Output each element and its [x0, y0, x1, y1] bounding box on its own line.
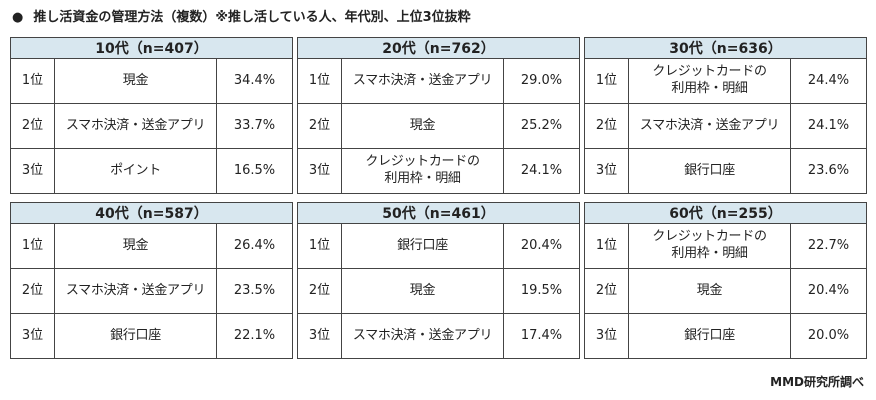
item-cell: 銀行口座 — [341, 223, 504, 269]
ranking-table: 10代（n=407） 1位 現金 34.4% 2位 スマホ決済・送金アプリ 33.7% 3位ポ… — [9, 37, 294, 194]
ranking-table: 30代（n=636） 1位 クレジットカードの 利用枠・明細 24.4% 2位 スマホ決済・… — [583, 37, 868, 194]
item-cell: 銀行口座 — [54, 313, 217, 359]
rank-cell: 3位 — [10, 313, 55, 359]
item-cell: 現金 — [54, 58, 217, 104]
rank-cell: 3位 — [297, 313, 342, 359]
table-row: 3位 クレジットカードの 利用枠・明細 24.1% — [297, 148, 581, 194]
percent-cell: 23.5% — [215, 268, 294, 314]
item-cell: 現金 — [54, 223, 217, 269]
table-row: 3位 スマホ決済・送金アプリ 17.4% — [297, 313, 581, 359]
table-row: 1位 現金 34.4% — [10, 58, 294, 104]
rank-cell: 2位 — [297, 268, 342, 314]
table-header: 40代（n=587） — [9, 202, 294, 224]
item-cell: 現金 — [341, 268, 504, 314]
ranking-table: 20代（n=762） 1位 スマホ決済・送金アプリ 29.0% 2位 現金 25.2% 3位ク… — [296, 37, 581, 194]
rank-cell: 1位 — [584, 58, 629, 104]
table-row: 2位 スマホ決済・送金アプリ 33.7% — [10, 103, 294, 149]
percent-cell: 16.5% — [215, 148, 294, 194]
item-cell: 銀行口座 — [628, 313, 791, 359]
percent-cell: 34.4% — [215, 58, 294, 104]
item-cell: スマホ決済・送金アプリ — [54, 103, 217, 149]
rank-cell: 1位 — [10, 223, 55, 269]
table-header: 50代（n=461） — [296, 202, 581, 224]
ranking-table: 40代（n=587） 1位 現金 26.4% 2位 スマホ決済・送金アプリ 23.5% 3位銀… — [9, 202, 294, 359]
table-row: 1位 銀行口座 20.4% — [297, 223, 581, 269]
rank-cell: 1位 — [297, 223, 342, 269]
percent-cell: 25.2% — [502, 103, 581, 149]
percent-cell: 20.4% — [789, 268, 868, 314]
rank-cell: 2位 — [10, 268, 55, 314]
rank-cell: 3位 — [297, 148, 342, 194]
rank-cell: 2位 — [297, 103, 342, 149]
table-row: 2位 現金 19.5% — [297, 268, 581, 314]
item-cell: スマホ決済・送金アプリ — [628, 103, 791, 149]
percent-cell: 23.6% — [789, 148, 868, 194]
table-header: 60代（n=255） — [583, 202, 868, 224]
table-row: 2位 スマホ決済・送金アプリ 23.5% — [10, 268, 294, 314]
rank-cell: 3位 — [10, 148, 55, 194]
table-row: 1位 クレジットカードの 利用枠・明細 22.7% — [584, 223, 868, 269]
item-cell: スマホ決済・送金アプリ — [341, 313, 504, 359]
table-row: 1位 現金 26.4% — [10, 223, 294, 269]
table-row: 3位 ポイント 16.5% — [10, 148, 294, 194]
rank-cell: 3位 — [584, 148, 629, 194]
item-cell: 現金 — [341, 103, 504, 149]
percent-cell: 22.7% — [789, 223, 868, 269]
bullet-icon: ● — [12, 10, 24, 25]
page-title: ● 推し活資金の管理方法（複数）※推し活している人、年代別、上位3位抜粋 — [12, 6, 471, 25]
page-title-text: 推し活資金の管理方法（複数）※推し活している人、年代別、上位3位抜粋 — [33, 10, 471, 25]
percent-cell: 26.4% — [215, 223, 294, 269]
table-row: 3位 銀行口座 20.0% — [584, 313, 868, 359]
percent-cell: 20.4% — [502, 223, 581, 269]
percent-cell: 19.5% — [502, 268, 581, 314]
ranking-table: 50代（n=461） 1位 銀行口座 20.4% 2位 現金 19.5% 3位 スマホ決済・送金… — [296, 202, 581, 359]
rank-cell: 2位 — [10, 103, 55, 149]
table-header: 30代（n=636） — [583, 37, 868, 59]
item-cell: クレジットカードの 利用枠・明細 — [341, 148, 504, 194]
percent-cell: 24.4% — [789, 58, 868, 104]
item-cell: ポイント — [54, 148, 217, 194]
item-cell: クレジットカードの 利用枠・明細 — [628, 223, 791, 269]
percent-cell: 20.0% — [789, 313, 868, 359]
table-row: 2位 現金 25.2% — [297, 103, 581, 149]
percent-cell: 24.1% — [789, 103, 868, 149]
percent-cell: 33.7% — [215, 103, 294, 149]
rank-cell: 2位 — [584, 268, 629, 314]
table-row: 2位 スマホ決済・送金アプリ 24.1% — [584, 103, 868, 149]
percent-cell: 24.1% — [502, 148, 581, 194]
rank-cell: 1位 — [297, 58, 342, 104]
item-cell: スマホ決済・送金アプリ — [54, 268, 217, 314]
item-cell: 現金 — [628, 268, 791, 314]
source-note: MMD研究所調べ — [770, 375, 864, 389]
rank-cell: 2位 — [584, 103, 629, 149]
table-row: 3位 銀行口座 22.1% — [10, 313, 294, 359]
item-cell: クレジットカードの 利用枠・明細 — [628, 58, 791, 104]
ranking-table: 60代（n=255） 1位 クレジットカードの 利用枠・明細 22.7% 2位 現金 20.4… — [583, 202, 868, 359]
rank-cell: 3位 — [584, 313, 629, 359]
rank-cell: 1位 — [584, 223, 629, 269]
table-row: 1位 クレジットカードの 利用枠・明細 24.4% — [584, 58, 868, 104]
percent-cell: 22.1% — [215, 313, 294, 359]
table-row: 2位 現金 20.4% — [584, 268, 868, 314]
percent-cell: 17.4% — [502, 313, 581, 359]
ranking-tables-grid: 10代（n=407） 1位 現金 34.4% 2位 スマホ決済・送金アプリ 33.7% 3位ポ… — [9, 37, 868, 359]
rank-cell: 1位 — [10, 58, 55, 104]
table-row: 3位 銀行口座 23.6% — [584, 148, 868, 194]
table-header: 20代（n=762） — [296, 37, 581, 59]
table-row: 1位 スマホ決済・送金アプリ 29.0% — [297, 58, 581, 104]
table-header: 10代（n=407） — [9, 37, 294, 59]
item-cell: スマホ決済・送金アプリ — [341, 58, 504, 104]
item-cell: 銀行口座 — [628, 148, 791, 194]
percent-cell: 29.0% — [502, 58, 581, 104]
